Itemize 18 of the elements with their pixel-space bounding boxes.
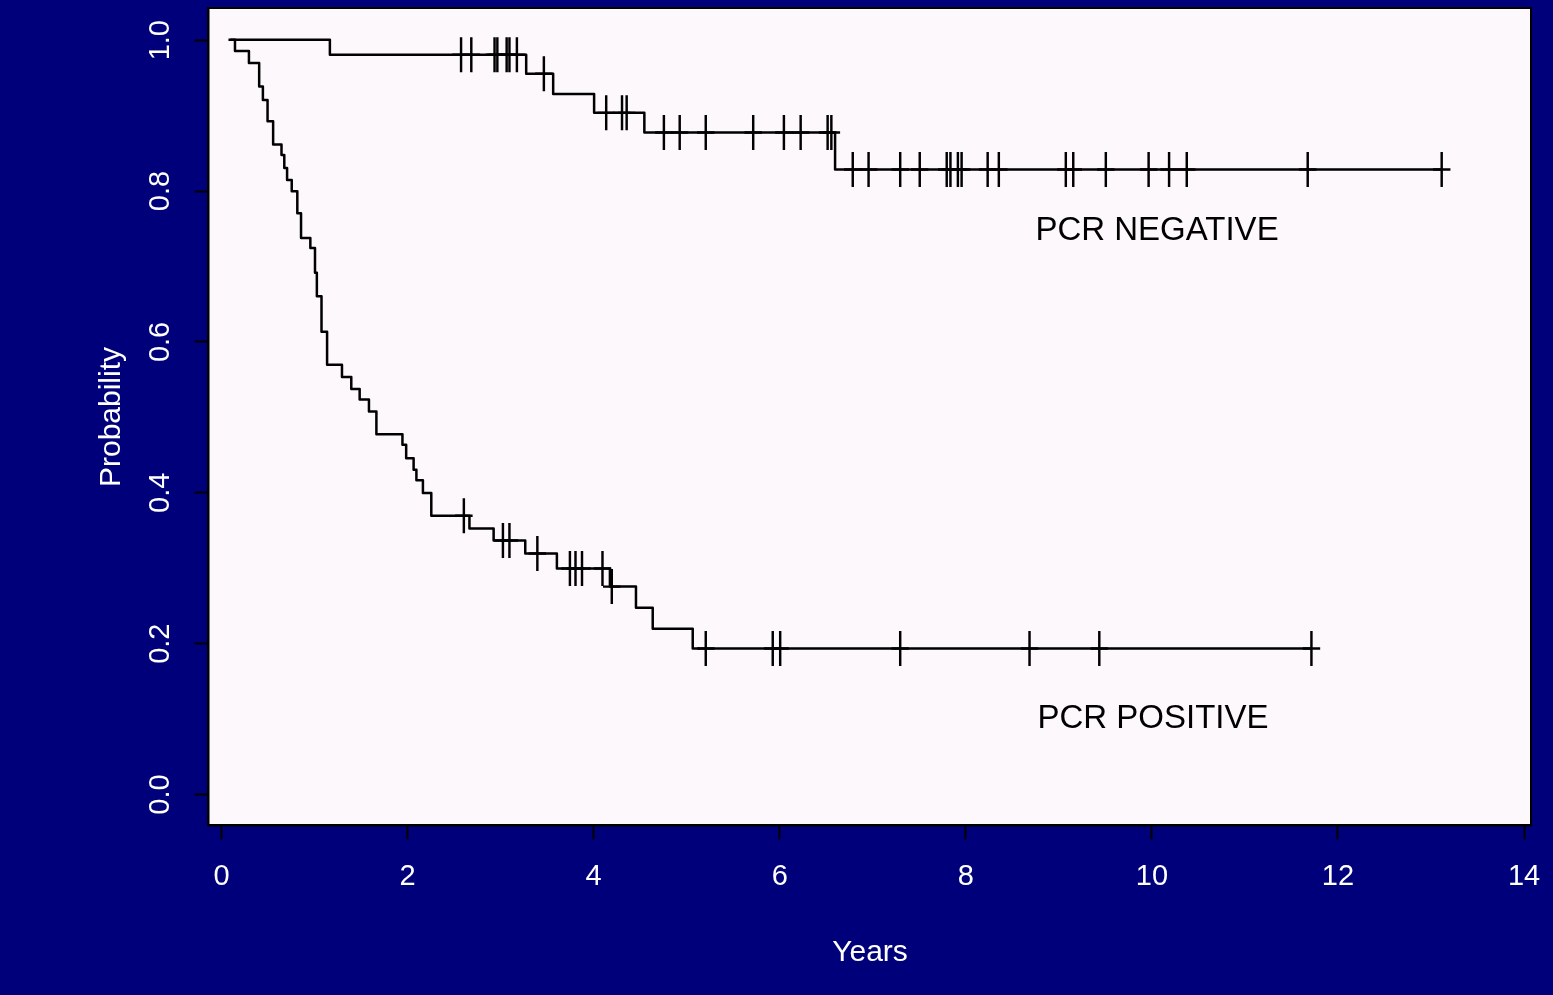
x-tick-label: 10 <box>1135 858 1169 891</box>
y-tick-label: 0.6 <box>142 321 175 363</box>
annotation: PCR NEGATIVE <box>1035 210 1279 247</box>
annotation: PCR POSITIVE <box>1037 698 1269 735</box>
y-tick-label: 0.2 <box>142 623 175 664</box>
y-tick-label: 0.8 <box>142 170 175 212</box>
x-axis-title: Years <box>832 933 908 967</box>
x-tick-label: 6 <box>771 858 788 891</box>
x-tick-label: 4 <box>585 858 602 891</box>
y-tick-label: 1.0 <box>142 20 175 61</box>
x-tick-label: 2 <box>399 858 416 891</box>
y-axis-title: Probability <box>92 346 126 488</box>
x-tick-label: 12 <box>1321 858 1355 891</box>
y-tick-label: 0.0 <box>142 774 175 815</box>
x-tick-label: 0 <box>213 858 230 891</box>
x-tick-label: 8 <box>957 858 974 891</box>
x-tick-label: 14 <box>1507 858 1541 891</box>
y-tick-label: 0.4 <box>142 472 175 513</box>
